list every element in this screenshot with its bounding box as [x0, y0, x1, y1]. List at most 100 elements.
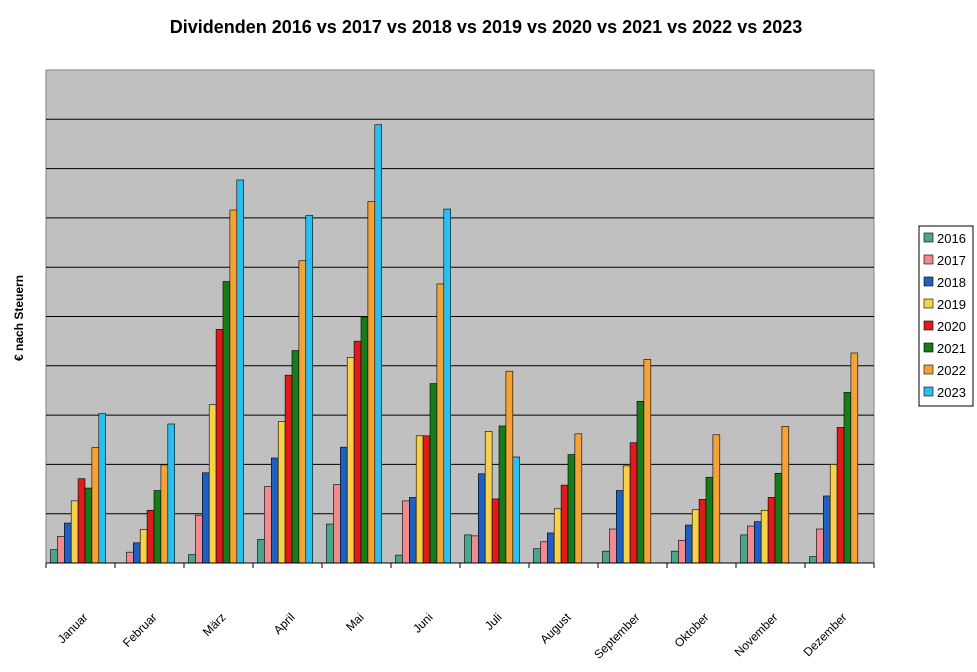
legend-label: 2020: [937, 319, 966, 334]
bar-2016-Juni: [395, 554, 403, 564]
legend-swatch: [923, 320, 934, 331]
bar-2021-Januar: [84, 487, 93, 564]
bar-2017-Oktober: [678, 540, 686, 564]
bar-2016-August: [533, 548, 541, 564]
y-axis-label: € nach Steuern: [12, 275, 26, 361]
bar-2017-März: [195, 514, 203, 564]
bar-2022-Juni: [436, 283, 445, 564]
x-tick-label: Juni: [410, 610, 435, 635]
bar-2020-Dezember: [836, 427, 845, 564]
bar-2017-Juni: [402, 500, 410, 564]
bar-2019-Februar: [139, 529, 148, 564]
x-tick-label: Dezember: [801, 610, 850, 659]
bar-2018-Mai: [339, 446, 348, 564]
bar-2020-August: [560, 484, 569, 564]
bar-2017-Dezember: [816, 528, 824, 564]
x-tick-label: April: [271, 610, 298, 637]
bar-2020-Juli: [491, 498, 500, 564]
bar-2020-März: [215, 329, 224, 564]
x-tick-label: Juli: [482, 610, 505, 633]
bar-2019-Dezember: [829, 464, 838, 564]
bar-2021-September: [636, 400, 645, 564]
bar-2021-Oktober: [705, 476, 714, 564]
legend-label: 2019: [937, 297, 966, 312]
bar-2023-März: [236, 179, 245, 564]
bar-2022-Juli: [505, 370, 514, 564]
bar-2021-Juni: [429, 383, 438, 564]
bar-2019-Juli: [484, 431, 493, 564]
bar-2019-August: [553, 508, 562, 564]
bar-2023-Juli: [512, 456, 520, 564]
bar-2017-September: [609, 528, 617, 564]
bar-2017-Januar: [57, 536, 65, 564]
bar-2017-November: [747, 525, 755, 564]
bar-2021-Dezember: [843, 392, 852, 564]
bar-2022-August: [574, 433, 583, 564]
bar-2020-April: [284, 374, 293, 564]
bar-2018-Oktober: [684, 524, 693, 564]
bar-2017-April: [264, 486, 272, 564]
bar-2021-April: [291, 350, 300, 564]
bar-2019-Januar: [70, 500, 79, 564]
bar-2023-April: [305, 215, 313, 564]
legend: 2016 2017 2018 2019 2020 2021 2022 2023: [918, 225, 974, 407]
bar-2017-August: [540, 541, 548, 564]
bar-2018-Juni: [408, 497, 417, 564]
bars-group: [50, 124, 859, 564]
bar-2022-Mai: [367, 201, 376, 564]
bar-2018-April: [270, 457, 279, 564]
bar-2021-März: [222, 281, 231, 564]
bar-2022-Dezember: [850, 352, 859, 564]
bar-2017-Mai: [333, 484, 341, 564]
legend-label: 2021: [937, 341, 966, 356]
bar-2022-April: [298, 260, 307, 564]
grid-lines: [46, 118, 874, 515]
x-tick-label: Januar: [55, 610, 91, 646]
legend-label: 2017: [937, 253, 966, 268]
legend-label: 2022: [937, 363, 966, 378]
legend-swatch: [923, 364, 934, 375]
bar-2017-Februar: [126, 551, 134, 564]
bar-2020-Juni: [422, 435, 431, 564]
bar-2016-Juli: [464, 534, 472, 564]
bar-2022-Oktober: [712, 434, 721, 564]
bar-2016-Mai: [326, 523, 334, 564]
legend-swatch: [923, 232, 934, 243]
bar-2022-Januar: [91, 447, 100, 564]
bar-2021-August: [567, 454, 576, 564]
bar-2019-Juni: [415, 435, 424, 564]
bar-2019-November: [760, 509, 769, 564]
x-tick-label: November: [732, 610, 781, 659]
legend-label: 2018: [937, 275, 966, 290]
bar-2022-März: [229, 209, 238, 564]
bar-2016-April: [257, 539, 265, 564]
bar-2018-August: [546, 532, 555, 564]
bar-2020-September: [629, 442, 638, 564]
legend-label: 2023: [937, 385, 966, 400]
legend-swatch: [923, 276, 934, 287]
bar-2016-September: [602, 550, 610, 564]
bar-2018-Februar: [133, 542, 141, 564]
bar-2023-Februar: [167, 423, 176, 564]
x-tick-label: August: [537, 610, 574, 647]
legend-swatch: [923, 386, 934, 397]
bar-2018-Juli: [477, 473, 486, 564]
bar-2023-Juni: [443, 208, 451, 564]
bar-2016-Januar: [50, 549, 58, 564]
legend-swatch: [923, 298, 934, 309]
x-tick-label: September: [591, 610, 642, 661]
bar-2016-März: [188, 554, 196, 564]
bar-2023-Mai: [374, 124, 382, 564]
bar-2019-September: [622, 465, 631, 564]
bar-2018-Dezember: [822, 495, 831, 564]
bar-2018-November: [753, 521, 762, 564]
bar-2018-März: [202, 472, 210, 564]
bar-2021-Juli: [498, 425, 507, 564]
bar-2018-September: [615, 490, 624, 564]
bar-2021-Mai: [360, 317, 369, 564]
x-tick-label: Mai: [343, 610, 367, 634]
bar-2020-November: [767, 497, 776, 564]
bar-2019-Oktober: [691, 509, 700, 564]
x-tick-label: Oktober: [672, 610, 712, 650]
